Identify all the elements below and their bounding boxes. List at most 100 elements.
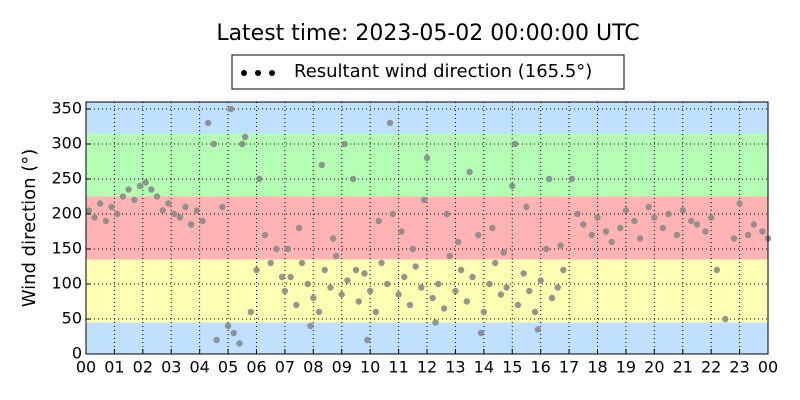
data-point xyxy=(284,245,291,253)
data-point xyxy=(321,266,328,274)
data-point xyxy=(511,140,519,148)
data-point xyxy=(744,231,752,239)
data-point xyxy=(622,207,630,214)
data-point xyxy=(418,284,425,291)
data-point xyxy=(224,322,232,330)
data-point xyxy=(665,210,672,218)
data-point xyxy=(568,175,576,183)
data-point xyxy=(142,179,149,186)
data-point xyxy=(227,105,235,113)
x-tick-label: 22 xyxy=(701,358,721,377)
data-point xyxy=(119,193,127,200)
x-tick-label: 09 xyxy=(332,358,352,377)
data-point xyxy=(435,280,442,288)
data-point xyxy=(318,161,326,169)
data-point xyxy=(210,140,218,148)
data-point xyxy=(395,291,402,298)
data-point xyxy=(236,340,243,347)
data-point xyxy=(267,259,274,267)
data-point xyxy=(443,210,451,218)
data-point xyxy=(125,186,132,193)
x-tick-label: 12 xyxy=(417,358,437,377)
data-point xyxy=(580,221,587,228)
data-point xyxy=(497,291,505,298)
data-point xyxy=(560,266,567,274)
data-point xyxy=(534,326,542,333)
data-point xyxy=(406,301,414,309)
data-point xyxy=(278,273,286,281)
x-tick-label: 06 xyxy=(246,358,266,377)
data-point xyxy=(545,175,553,183)
data-point xyxy=(420,196,428,204)
y-tick-label: 250 xyxy=(51,169,82,188)
data-point xyxy=(148,186,155,193)
data-point xyxy=(750,221,757,228)
data-point xyxy=(389,210,397,218)
data-point xyxy=(153,193,161,200)
legend-marker xyxy=(241,70,275,76)
y-tick-label: 0 xyxy=(72,344,82,363)
data-point xyxy=(199,217,206,225)
data-point xyxy=(455,238,462,246)
data-point xyxy=(514,301,522,309)
data-point xyxy=(375,217,382,225)
data-point xyxy=(361,270,368,277)
data-point xyxy=(636,235,644,242)
data-point xyxy=(409,245,416,253)
data-point xyxy=(659,224,667,232)
data-point xyxy=(702,228,709,235)
data-point xyxy=(588,231,596,239)
x-tick-label: 18 xyxy=(587,358,607,377)
data-point xyxy=(91,214,98,221)
data-point xyxy=(261,231,269,239)
x-tick-label: 11 xyxy=(388,358,408,377)
data-point xyxy=(239,140,246,148)
data-point xyxy=(281,287,289,295)
data-point xyxy=(341,140,348,148)
chart-title: Latest time: 2023-05-02 00:00:00 UTC xyxy=(216,21,639,46)
data-point xyxy=(452,287,459,295)
x-tick-label: 16 xyxy=(530,358,550,377)
data-point xyxy=(432,319,439,326)
data-point xyxy=(722,315,729,323)
data-point xyxy=(310,294,317,302)
data-point xyxy=(440,305,448,312)
data-point xyxy=(759,228,766,235)
data-point xyxy=(673,231,681,239)
data-point xyxy=(503,284,510,291)
data-point xyxy=(136,182,144,190)
data-point xyxy=(108,203,115,211)
data-point xyxy=(287,273,294,281)
data-point xyxy=(477,329,485,337)
data-point xyxy=(492,259,499,267)
data-point xyxy=(193,207,201,214)
data-point xyxy=(608,238,615,246)
data-point xyxy=(97,200,104,207)
data-point xyxy=(230,329,237,337)
data-point xyxy=(631,217,638,225)
data-point xyxy=(531,308,539,316)
data-point xyxy=(378,259,385,267)
data-point xyxy=(489,224,496,232)
x-tick-label: 02 xyxy=(133,358,153,377)
data-point xyxy=(594,214,601,221)
data-point xyxy=(176,214,183,221)
y-tick-label: 350 xyxy=(51,99,82,118)
data-point xyxy=(537,277,544,284)
data-point xyxy=(554,284,561,291)
data-point xyxy=(688,217,695,225)
data-point xyxy=(352,266,360,274)
data-point xyxy=(372,308,380,316)
data-point xyxy=(187,221,195,228)
data-point xyxy=(474,231,482,239)
data-point xyxy=(253,266,260,274)
data-point xyxy=(401,273,408,281)
data-point xyxy=(693,221,701,228)
data-point xyxy=(602,228,610,235)
x-tick-label: 00 xyxy=(758,358,778,377)
x-tick-label: 07 xyxy=(275,358,295,377)
data-point xyxy=(131,196,138,204)
y-tick-label: 50 xyxy=(62,309,82,328)
data-point xyxy=(651,214,658,221)
data-point xyxy=(85,207,93,214)
